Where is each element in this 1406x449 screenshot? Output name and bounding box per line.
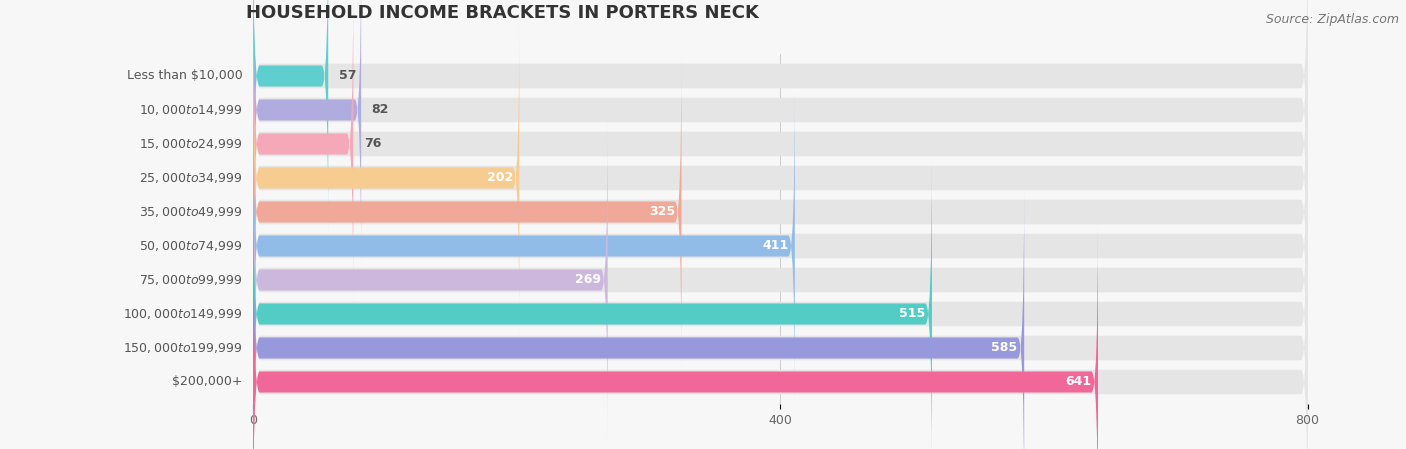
FancyBboxPatch shape	[253, 20, 1308, 336]
FancyBboxPatch shape	[253, 0, 1308, 268]
FancyBboxPatch shape	[253, 0, 1308, 234]
FancyBboxPatch shape	[253, 88, 1308, 404]
FancyBboxPatch shape	[253, 120, 607, 440]
Text: 325: 325	[648, 206, 675, 219]
Text: 269: 269	[575, 273, 602, 286]
FancyBboxPatch shape	[253, 0, 361, 269]
Text: 515: 515	[898, 308, 925, 321]
Text: 76: 76	[364, 137, 381, 150]
Text: 641: 641	[1066, 375, 1091, 388]
FancyBboxPatch shape	[253, 0, 328, 235]
FancyBboxPatch shape	[253, 223, 1098, 449]
Text: Source: ZipAtlas.com: Source: ZipAtlas.com	[1265, 13, 1399, 26]
FancyBboxPatch shape	[253, 154, 932, 449]
Text: $100,000 to $149,999: $100,000 to $149,999	[124, 307, 243, 321]
Text: 82: 82	[371, 103, 389, 116]
Text: $25,000 to $34,999: $25,000 to $34,999	[139, 171, 243, 185]
FancyBboxPatch shape	[253, 156, 1308, 449]
FancyBboxPatch shape	[253, 190, 1308, 449]
Text: 585: 585	[991, 342, 1018, 355]
FancyBboxPatch shape	[253, 53, 682, 371]
Text: $15,000 to $24,999: $15,000 to $24,999	[139, 137, 243, 151]
FancyBboxPatch shape	[253, 87, 794, 405]
FancyBboxPatch shape	[253, 122, 1308, 438]
Text: 57: 57	[339, 70, 356, 83]
Text: $10,000 to $14,999: $10,000 to $14,999	[139, 103, 243, 117]
Text: $35,000 to $49,999: $35,000 to $49,999	[139, 205, 243, 219]
Text: $200,000+: $200,000+	[172, 375, 243, 388]
FancyBboxPatch shape	[253, 189, 1024, 449]
Text: 411: 411	[762, 239, 789, 252]
FancyBboxPatch shape	[253, 0, 1308, 302]
Text: $75,000 to $99,999: $75,000 to $99,999	[139, 273, 243, 287]
FancyBboxPatch shape	[253, 18, 519, 338]
Text: $150,000 to $199,999: $150,000 to $199,999	[124, 341, 243, 355]
Text: Less than $10,000: Less than $10,000	[127, 70, 243, 83]
Text: 202: 202	[486, 172, 513, 185]
FancyBboxPatch shape	[253, 0, 353, 304]
Text: $50,000 to $74,999: $50,000 to $74,999	[139, 239, 243, 253]
Text: HOUSEHOLD INCOME BRACKETS IN PORTERS NECK: HOUSEHOLD INCOME BRACKETS IN PORTERS NEC…	[246, 4, 759, 22]
FancyBboxPatch shape	[253, 54, 1308, 370]
FancyBboxPatch shape	[253, 224, 1308, 449]
